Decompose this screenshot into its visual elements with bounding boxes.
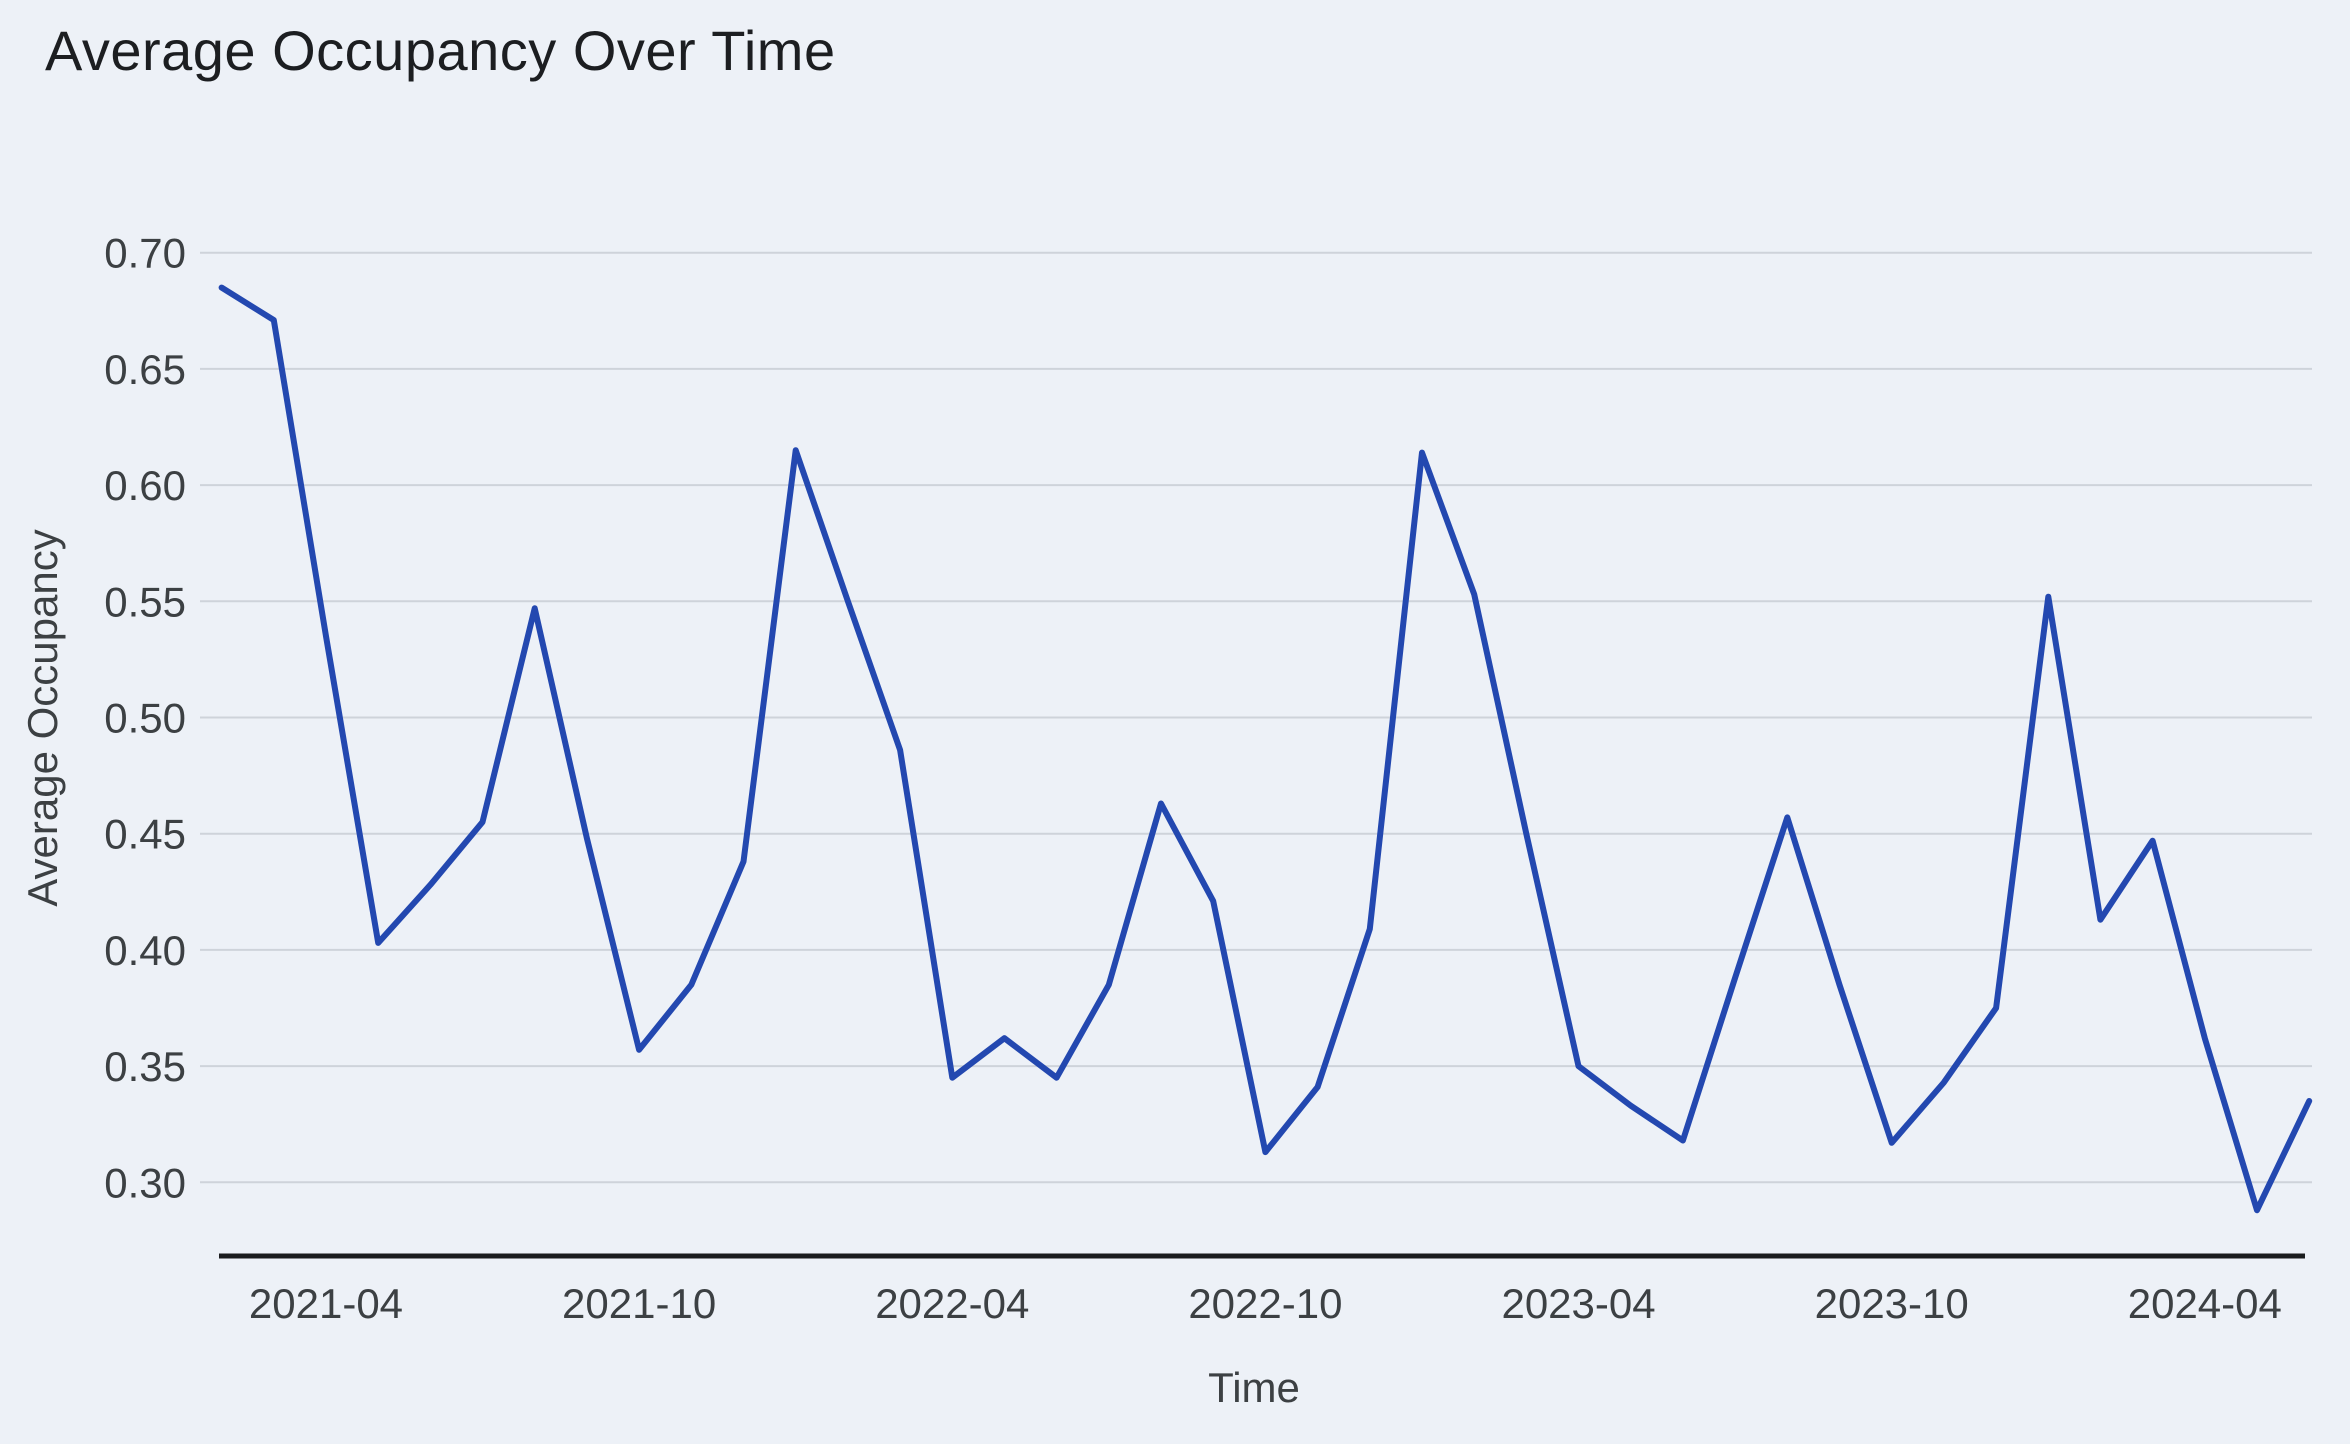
y-tick-label: 0.65 <box>104 346 186 393</box>
y-axis-title: Average Occupancy <box>19 529 66 906</box>
y-tick-label: 0.30 <box>104 1159 186 1206</box>
x-tick-labels: 2021-04 2021-10 2022-04 2022-10 2023-04 2023-… <box>249 1280 2282 1327</box>
x-tick-label: 2022-10 <box>1188 1280 1342 1327</box>
x-tick-label: 2022-04 <box>875 1280 1029 1327</box>
y-tick-label: 0.70 <box>104 230 186 277</box>
x-tick-label: 2023-10 <box>1815 1280 1969 1327</box>
grid-lines <box>200 251 2312 1184</box>
data-line-average-occupancy <box>218 284 2313 1214</box>
y-tick-label: 0.50 <box>104 695 186 742</box>
chart-title: Average Occupancy Over Time <box>45 19 836 82</box>
y-tick-labels: 0.30 0.35 0.40 0.45 0.50 0.55 0.60 0.65 0.70 <box>104 230 186 1207</box>
y-tick-label: 0.55 <box>104 578 186 625</box>
x-tick-label: 2021-10 <box>562 1280 716 1327</box>
y-tick-label: 0.40 <box>104 927 186 974</box>
y-tick-label: 0.60 <box>104 462 186 509</box>
x-tick-label: 2024-04 <box>2128 1280 2282 1327</box>
y-tick-label: 0.35 <box>104 1043 186 1090</box>
x-axis-title: Time <box>1208 1364 1300 1411</box>
y-tick-label: 0.45 <box>104 811 186 858</box>
x-tick-label: 2021-04 <box>249 1280 403 1327</box>
x-tick-label: 2023-04 <box>1501 1280 1655 1327</box>
